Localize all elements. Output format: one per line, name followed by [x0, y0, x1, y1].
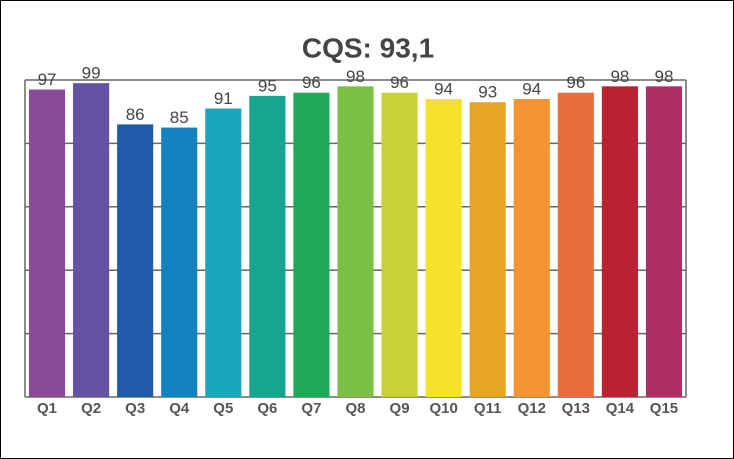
data-label: 97 — [38, 70, 57, 89]
bar — [601, 86, 638, 397]
bar — [425, 99, 462, 398]
bar — [557, 92, 594, 398]
bar — [28, 89, 66, 397]
x-tick-label: Q6 — [257, 400, 277, 417]
data-label: 91 — [214, 89, 233, 108]
bar — [293, 92, 330, 398]
data-label: 96 — [390, 73, 409, 92]
x-tick-label: Q14 — [606, 400, 635, 417]
data-label: 94 — [434, 80, 453, 99]
data-label: 98 — [655, 67, 674, 86]
x-tick-label: Q10 — [429, 400, 457, 417]
bar — [73, 83, 110, 398]
x-tick-label: Q11 — [474, 400, 502, 417]
x-tick-label: Q4 — [169, 400, 190, 417]
data-label: 94 — [522, 80, 541, 99]
bar — [513, 99, 550, 398]
data-label: 96 — [566, 73, 585, 92]
bar — [117, 124, 154, 397]
x-tick-label: Q7 — [301, 400, 321, 417]
bar — [161, 127, 198, 398]
x-tick-label: Q12 — [518, 400, 546, 417]
chart-title: CQS: 93,1 — [302, 32, 434, 63]
bar — [249, 95, 286, 397]
data-label: 98 — [346, 67, 365, 86]
bar — [337, 86, 374, 397]
data-label: 86 — [126, 105, 145, 124]
bar — [205, 108, 242, 397]
data-label: 93 — [478, 83, 497, 102]
x-tick-label: Q15 — [650, 400, 678, 417]
x-tick-label: Q9 — [390, 400, 410, 417]
x-tick-label: Q5 — [213, 400, 233, 417]
x-tick-label: Q1 — [37, 400, 57, 417]
x-tick-label: Q13 — [562, 400, 590, 417]
x-tick-label: Q8 — [345, 400, 365, 417]
data-label: 99 — [82, 64, 101, 83]
x-tick-label: Q2 — [81, 400, 101, 417]
data-label: 96 — [302, 73, 321, 92]
bar — [381, 92, 418, 398]
data-label: 85 — [170, 108, 189, 127]
bar — [469, 102, 506, 397]
bar — [645, 86, 683, 397]
data-label: 95 — [258, 76, 277, 95]
x-tick-label: Q3 — [125, 400, 145, 417]
data-label: 98 — [610, 67, 629, 86]
